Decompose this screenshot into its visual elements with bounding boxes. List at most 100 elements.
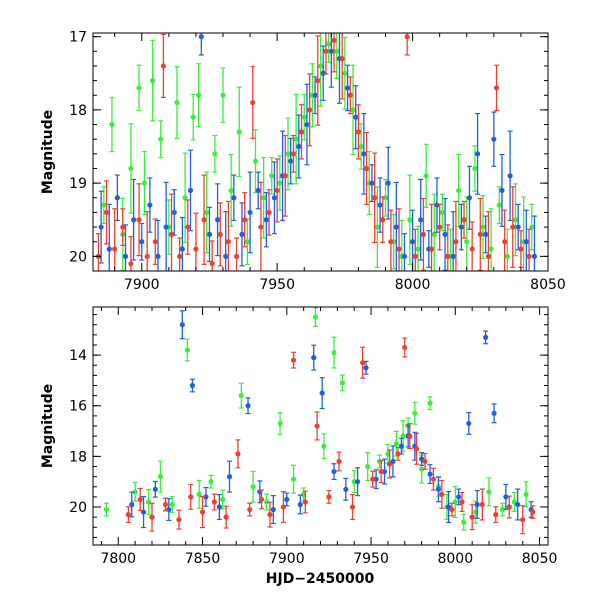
- data-point: [267, 512, 273, 518]
- data-point: [427, 400, 433, 406]
- data-point: [198, 34, 204, 40]
- data-point: [419, 466, 425, 472]
- data-point: [258, 224, 264, 230]
- x-tick-label: 8000: [395, 277, 431, 293]
- data-point: [177, 253, 183, 259]
- data-point: [250, 99, 256, 106]
- data-point: [263, 499, 270, 505]
- data-point: [377, 202, 383, 208]
- data-point: [101, 202, 107, 208]
- data-point: [483, 231, 489, 237]
- data-point: [199, 509, 206, 515]
- data-point: [179, 246, 185, 252]
- bottom-panel-marks: [103, 307, 536, 535]
- data-point: [461, 217, 467, 223]
- data-point: [355, 129, 362, 135]
- data-point: [435, 486, 442, 492]
- data-point: [245, 403, 251, 409]
- x-tick-label: 7850: [185, 551, 221, 567]
- data-point: [233, 253, 240, 259]
- x-tick-label: 8050: [530, 277, 566, 293]
- data-point: [247, 506, 253, 513]
- data-point: [137, 496, 143, 503]
- data-point: [144, 253, 150, 259]
- data-point: [122, 253, 129, 259]
- data-point: [98, 224, 104, 230]
- data-point: [288, 158, 294, 164]
- data-point: [378, 468, 384, 475]
- data-point: [302, 499, 308, 505]
- data-point: [456, 494, 462, 500]
- data-point: [491, 410, 497, 416]
- data-point: [319, 390, 325, 396]
- data-point: [223, 253, 229, 259]
- data-point: [297, 501, 303, 508]
- data-point: [515, 501, 521, 508]
- data-point: [434, 202, 440, 208]
- data-point: [193, 246, 199, 252]
- data-point: [311, 355, 317, 361]
- data-point: [393, 224, 399, 230]
- data-point: [307, 107, 313, 113]
- data-point: [459, 499, 465, 505]
- data-point: [358, 143, 364, 150]
- data-point: [496, 202, 502, 208]
- data-point: [220, 92, 226, 98]
- data-point: [350, 107, 356, 113]
- data-point: [250, 484, 256, 490]
- data-point: [149, 514, 155, 520]
- data-point: [361, 151, 367, 157]
- data-point: [109, 121, 115, 128]
- data-point: [317, 63, 324, 69]
- data-point: [103, 506, 110, 513]
- y-tick-label: 17: [69, 30, 87, 46]
- data-point: [290, 357, 297, 363]
- data-point: [480, 224, 486, 230]
- data-point: [526, 253, 532, 259]
- data-point: [530, 509, 536, 515]
- data-point: [472, 165, 478, 172]
- data-point: [349, 504, 356, 510]
- data-point: [396, 246, 402, 252]
- data-point: [466, 195, 473, 201]
- data-point: [339, 380, 346, 386]
- data-point: [204, 209, 210, 216]
- data-point: [209, 261, 215, 267]
- data-point: [301, 114, 307, 120]
- data-point: [125, 512, 131, 518]
- data-point: [136, 85, 142, 91]
- data-point: [369, 180, 375, 186]
- data-point: [132, 489, 138, 495]
- data-point: [179, 322, 185, 328]
- data-point: [437, 224, 443, 230]
- data-point: [212, 151, 218, 157]
- data-point: [228, 187, 234, 194]
- data-point: [428, 246, 435, 252]
- data-point: [343, 486, 349, 492]
- data-point: [128, 165, 134, 172]
- data-point: [231, 195, 237, 201]
- data-point: [141, 180, 148, 186]
- data-point: [298, 129, 305, 135]
- bottom-panel-y-axis-label: Magnitude: [40, 384, 56, 468]
- data-point: [269, 173, 275, 179]
- data-point: [385, 180, 391, 186]
- data-point: [239, 231, 245, 237]
- data-point: [523, 491, 529, 497]
- data-point: [413, 446, 420, 452]
- data-point: [469, 246, 475, 252]
- data-point: [280, 504, 287, 510]
- data-point: [328, 48, 334, 54]
- data-point: [235, 451, 241, 457]
- top-panel-y-axis-label: Magnitude: [40, 110, 56, 194]
- data-point: [323, 48, 329, 54]
- data-point: [395, 451, 401, 457]
- data-point: [188, 494, 194, 500]
- data-point: [326, 41, 332, 47]
- data-point: [270, 506, 276, 513]
- data-point: [488, 246, 494, 252]
- data-point: [450, 253, 456, 259]
- data-point: [388, 239, 394, 245]
- data-point: [206, 231, 213, 237]
